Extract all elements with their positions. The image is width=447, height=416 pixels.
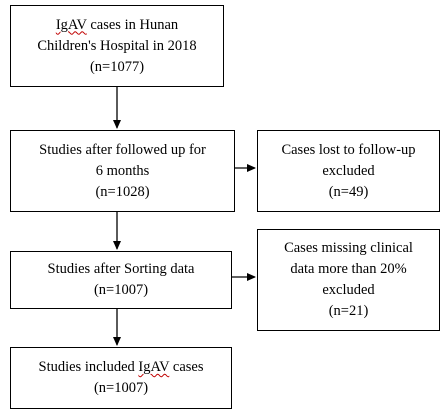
- node-missing-line3: excluded: [322, 282, 375, 298]
- node-source-line1: IgAV cases in Hunan: [56, 15, 178, 36]
- node-included-line1-pre: Studies included: [38, 359, 139, 375]
- node-followed-up: Studies after followed up for 6 months (…: [10, 130, 235, 212]
- node-followed-up-line1: Studies after followed up for: [39, 141, 206, 158]
- node-sorted-count: (n=1007): [93, 282, 149, 298]
- node-included-line1: Studies included IgAV cases: [39, 357, 204, 378]
- node-lost-line2: excluded: [322, 162, 375, 179]
- node-included-line1-post: cases: [169, 359, 204, 375]
- node-source-line1-rest: cases in Hunan: [86, 16, 179, 33]
- node-missing-clinical-data: Cases missing clinical data more than 20…: [257, 229, 440, 331]
- node-missing-count: (n=21): [328, 303, 369, 319]
- node-sorted-line1: Studies after Sorting data: [47, 261, 195, 277]
- node-source-line2: Children's Hospital in 2018: [37, 37, 197, 54]
- node-missing-line1: Cases missing clinical: [284, 240, 413, 256]
- node-included-count: (n=1007): [93, 380, 149, 396]
- node-included-cases: Studies included IgAV cases (n=1007): [10, 347, 232, 409]
- term-igav-included: IgAV: [138, 359, 170, 375]
- node-followed-up-line2: 6 months: [95, 162, 150, 179]
- node-missing-line2: data more than 20%: [290, 261, 407, 277]
- node-lost-line1: Cases lost to follow-up: [281, 141, 416, 158]
- node-lost-count: (n=49): [328, 183, 369, 200]
- node-source-count: (n=1077): [89, 58, 145, 75]
- node-sorted-data: Studies after Sorting data (n=1007): [10, 251, 232, 309]
- node-followed-up-count: (n=1028): [95, 183, 150, 200]
- term-igav: IgAV: [55, 16, 87, 33]
- node-source-cases: IgAV cases in Hunan Children's Hospital …: [10, 5, 224, 87]
- node-lost-to-follow-up: Cases lost to follow-up excluded (n=49): [257, 130, 440, 212]
